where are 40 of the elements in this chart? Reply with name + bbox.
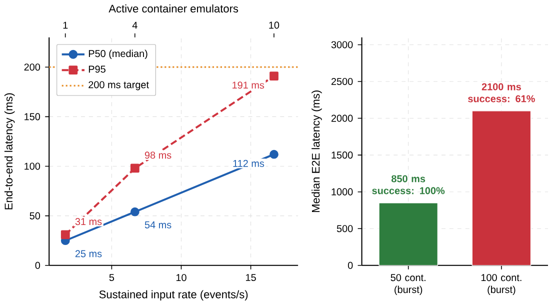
y-tick-label: 500 [336,225,353,232]
data-label: 31 ms [75,218,102,226]
data-label: 850 ms success: 100% [372,175,445,194]
data-label: 54 ms [144,221,172,228]
y-tick-label: 150 [24,113,40,120]
legend-label: P95 [88,66,106,73]
x-tick-label: 10 [176,274,186,282]
y-axis-title: End-to-end latency (ms) [4,93,15,210]
point [270,72,278,81]
data-label: 98 ms [144,152,172,159]
x2-tick-label: 4 [132,22,138,29]
data-label: 2100 ms success: 61% [468,83,535,102]
legend-label: 200 ms target [88,81,149,90]
point [60,230,70,240]
x-tick-label: 50 cont. (burst) [390,274,426,296]
x2-axis-title: Active container emulators [108,4,238,13]
y-tick-label: 3000 [331,41,353,48]
point [130,164,140,173]
x2-tick-label: 10 [269,22,280,29]
data-label: 112 ms [233,160,264,168]
data-label: 25 ms [75,250,102,258]
x-axis-title: Sustained input rate (events/s) [99,290,248,301]
legend-label: P50 (median) [88,50,148,60]
x2-tick-label: 1 [63,22,68,29]
x-tick-label: 100 cont. (burst) [481,274,522,296]
y-tick-label: 0 [35,262,40,269]
y-tick-label: 200 [24,64,40,71]
y-tick-label: 2500 [331,78,353,86]
data-label: 191 ms [232,82,264,89]
y-tick-label: 100 [24,162,40,170]
y-tick-label: 2000 [331,114,353,122]
point [270,150,278,159]
y-tick-label: 0 [348,262,353,269]
y-tick-label: 1500 [332,152,353,159]
x-tick-label: 15 [246,274,256,282]
y-tick-label: 1000 [332,188,353,196]
y-tick-label: 50 [30,212,40,220]
x-tick-label: 5 [109,274,114,282]
point [130,207,140,216]
y-axis-title: Median E2E latency (ms) [312,90,322,212]
